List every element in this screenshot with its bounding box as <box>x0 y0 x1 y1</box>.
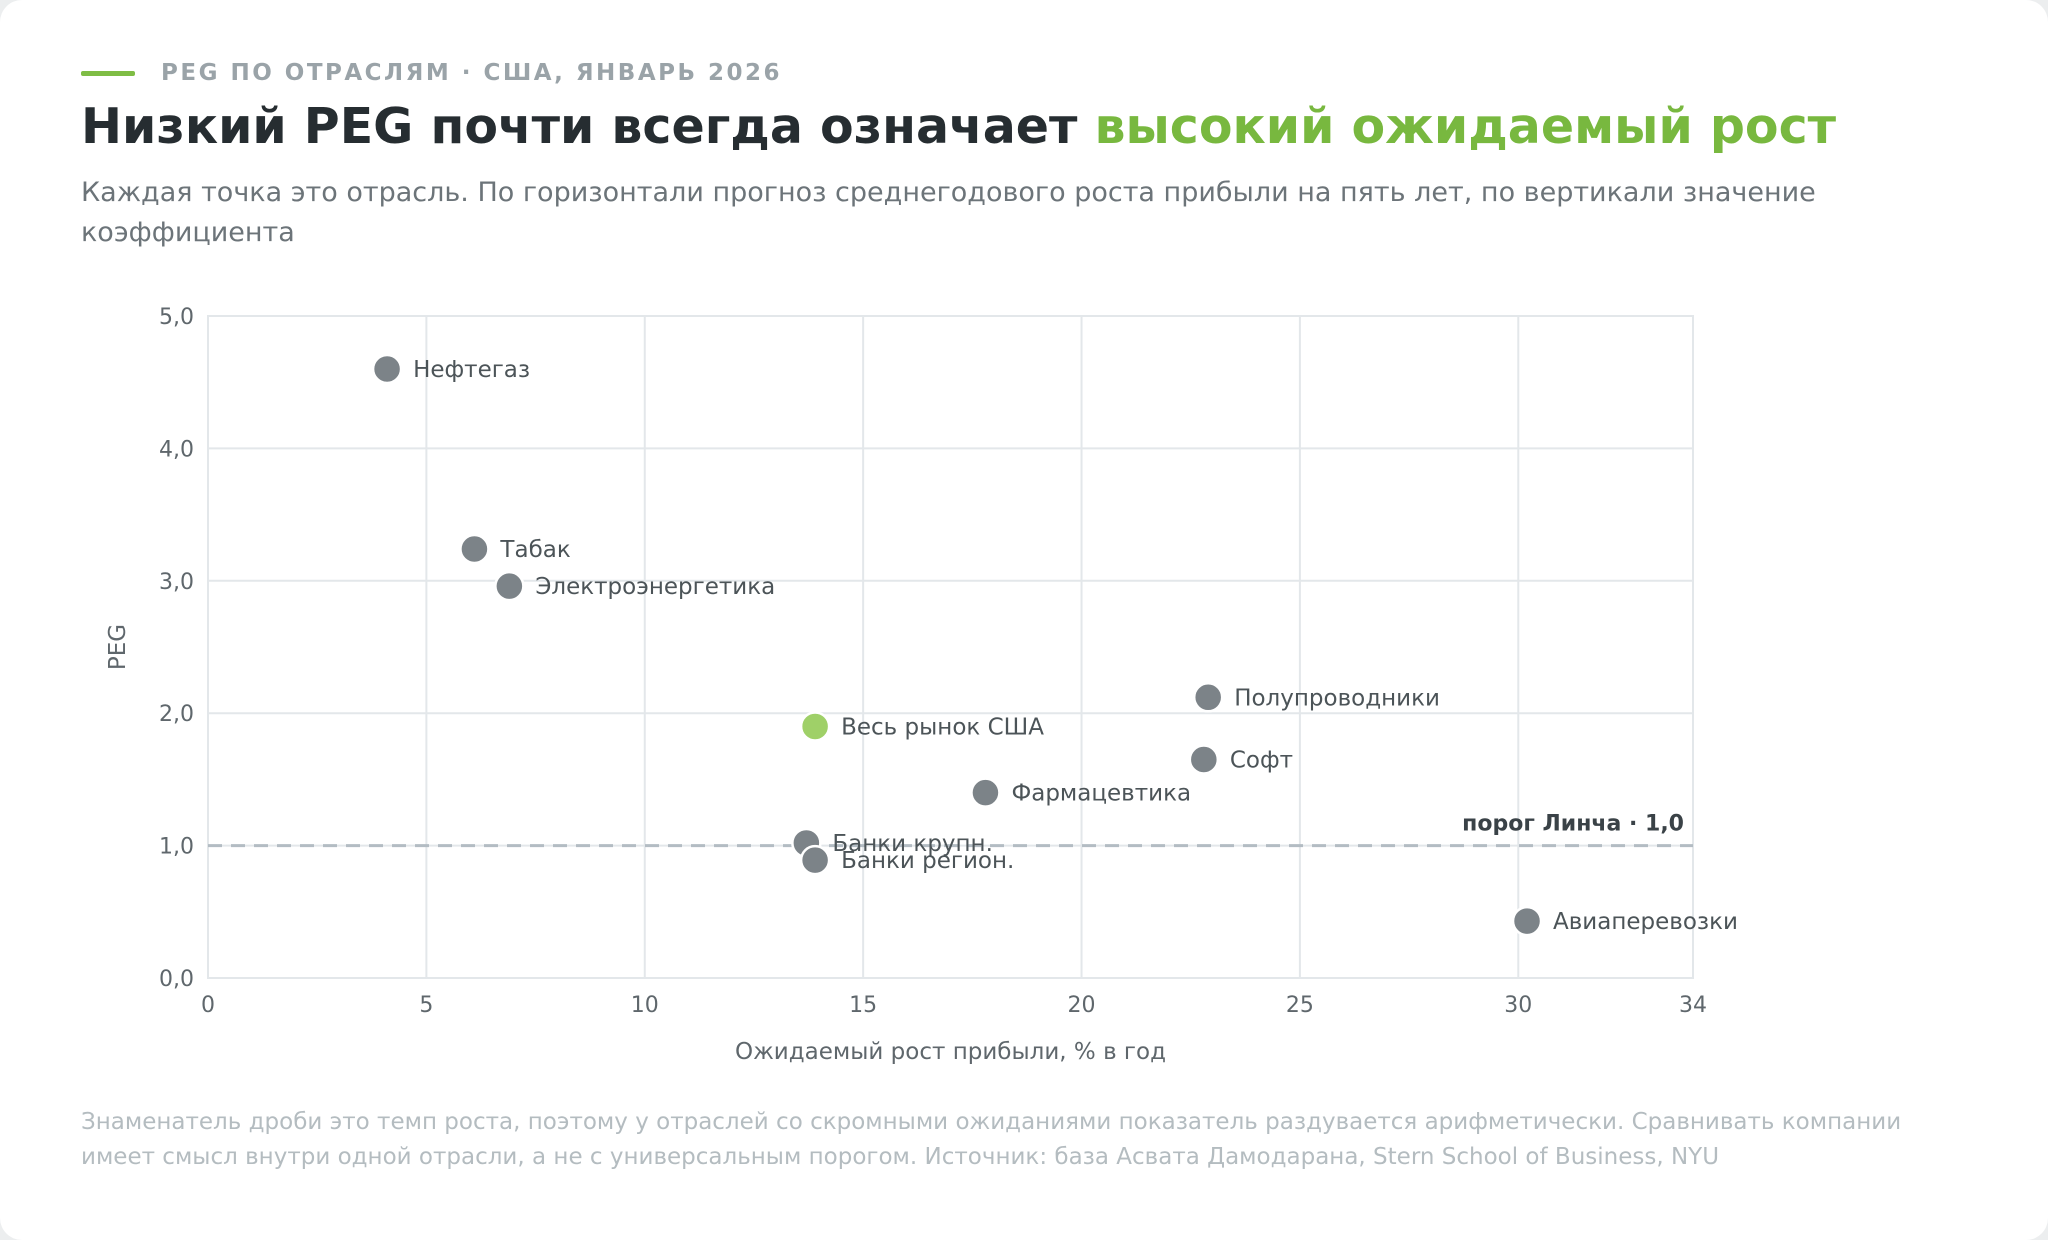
point-label: Электроэнергетика <box>535 574 775 600</box>
point-label: Авиаперевозки <box>1553 909 1738 935</box>
x-axis-title: Ожидаемый рост прибыли, % в год <box>735 1039 1166 1065</box>
data-point <box>1188 744 1220 775</box>
x-tick-label: 25 <box>1286 993 1314 1018</box>
y-tick-label: 4,0 <box>159 437 194 462</box>
kicker-accent-line <box>81 70 135 76</box>
y-tick-label: 2,0 <box>159 702 194 727</box>
plot-frame <box>207 315 1694 979</box>
threshold-label: порог Линча · 1,0 <box>1462 812 1684 837</box>
x-tick-label: 10 <box>631 993 659 1018</box>
footnote: Знаменатель дроби это темп роста, поэтом… <box>81 1109 1902 1170</box>
axes: 0 5 10 15 20 25 30 34 0,0 1,0 2,0 3,0 4,0 5,0 Ожидаемы… <box>105 305 1707 1065</box>
x-tick-label: 0 <box>201 993 215 1018</box>
title-main: Низкий PEG почти всегда означает <box>81 98 1095 155</box>
point-label: Фармацевтика <box>1011 781 1191 807</box>
point-label: Банки регион. <box>841 848 1014 874</box>
y-axis-title: PEG <box>105 624 131 670</box>
kicker-text: PEG ПО ОТРАСЛЯМ · США, ЯНВАРЬ 2026 <box>161 60 783 86</box>
kicker: PEG ПО ОТРАСЛЯМ · США, ЯНВАРЬ 2026 <box>81 60 782 86</box>
point-label: Табак <box>499 537 570 563</box>
title-accent: высокий ожидаемый рост <box>1094 98 1837 155</box>
x-tick-label: 5 <box>419 993 433 1018</box>
chart-title: Низкий PEG почти всегда означает высокий… <box>81 98 1836 155</box>
point-label: Нефтегаз <box>413 357 530 383</box>
data-point <box>1192 682 1224 713</box>
data-points: Нефтегаз Табак Электроэнергетика Полупровод… <box>371 353 1738 937</box>
chart-subtitle: Каждая точка это отрасль. По горизонтали… <box>81 177 1816 248</box>
highlight-point <box>799 711 831 742</box>
point-label: Полупроводники <box>1234 685 1440 711</box>
x-tick-label: 34 <box>1679 993 1707 1018</box>
data-point <box>970 777 1001 808</box>
y-tick-label: 5,0 <box>159 305 194 330</box>
x-tick-label: 20 <box>1068 993 1096 1018</box>
y-tick-label: 3,0 <box>159 570 194 595</box>
x-tick-label: 15 <box>849 993 877 1018</box>
point-label: Софт <box>1230 748 1293 774</box>
y-tick-label: 1,0 <box>159 835 194 860</box>
grid <box>207 315 1694 979</box>
y-tick-label: 0,0 <box>159 967 194 992</box>
data-point <box>459 533 490 565</box>
data-point <box>494 570 525 602</box>
x-tick-label: 30 <box>1504 993 1532 1018</box>
point-label: Банки крупн. <box>832 831 993 857</box>
threshold: порог Линча · 1,0 <box>208 812 1693 848</box>
point-label: Весь рынок США <box>841 714 1044 740</box>
data-point <box>799 844 831 876</box>
data-point <box>371 353 403 385</box>
data-point <box>1511 905 1543 937</box>
